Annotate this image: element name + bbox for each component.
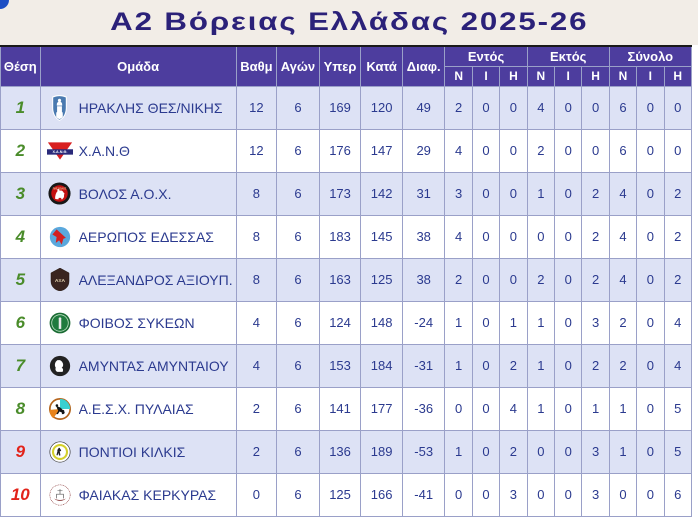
svg-text:Χ.Α.Ν.Θ.: Χ.Α.Ν.Θ. xyxy=(52,150,67,154)
svg-text:ΑΞΑ: ΑΞΑ xyxy=(54,278,65,284)
svg-text:ΠΑΕ ΒΟΛΟΣ: ΠΑΕ ΒΟΛΟΣ xyxy=(53,187,67,190)
